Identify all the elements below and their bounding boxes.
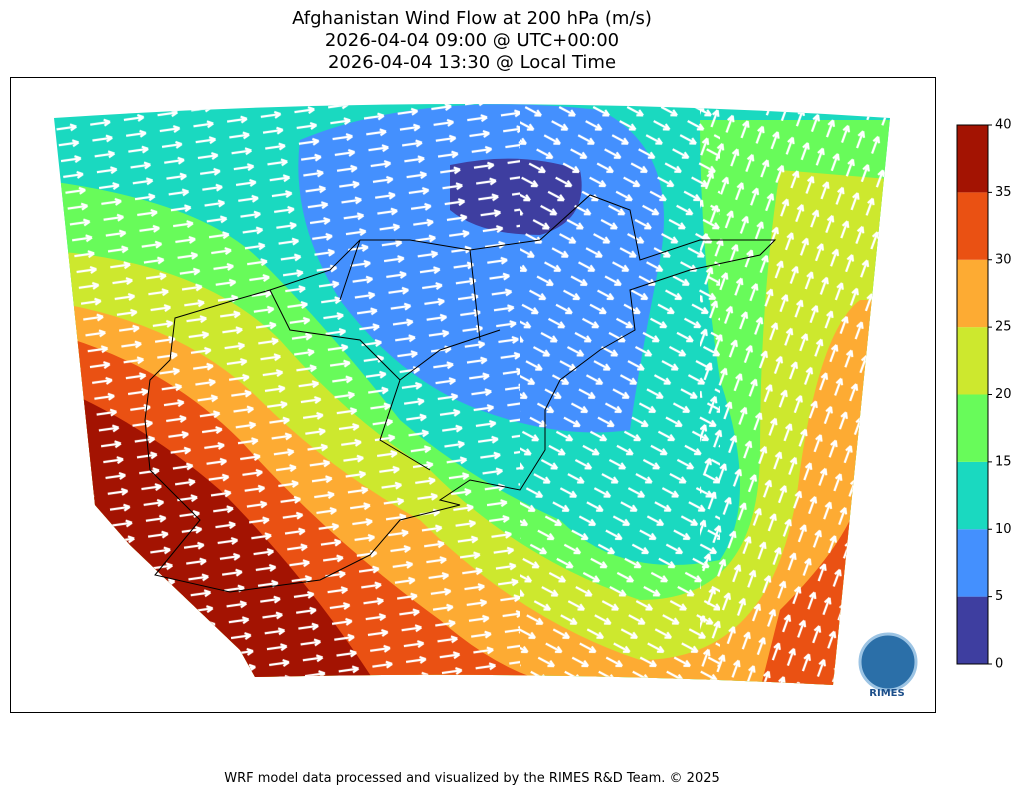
colorbar-segment <box>957 394 988 462</box>
colorbar-tick-label: 0 <box>995 657 1003 672</box>
title-block: Afghanistan Wind Flow at 200 hPa (m/s)20… <box>292 8 652 73</box>
colorbar-tick-label: 30 <box>995 252 1012 267</box>
colorbar-segment <box>957 259 988 328</box>
colorbar-tick-label: 15 <box>995 454 1012 469</box>
colorbar-segment <box>957 529 988 597</box>
colorbar-segment <box>957 461 988 530</box>
wind-map <box>54 104 890 685</box>
map-frame <box>10 77 936 713</box>
colorbar: 0 5 10 15 20 25 30 35 40 <box>956 118 1012 672</box>
logo: RIMES <box>858 632 918 699</box>
footer: WRF model data processed and visualized … <box>224 771 720 786</box>
title-line: 2026-04-04 09:00 @ UTC+00:00 <box>325 30 619 51</box>
colorbar-segment <box>957 327 988 395</box>
colorbar-tick-label: 35 <box>995 185 1012 200</box>
colorbar-tick-label: 40 <box>995 118 1012 133</box>
colorbar-segment <box>957 125 988 193</box>
colorbar-tick-label: 5 <box>995 589 1003 604</box>
logo-text: RIMES <box>869 688 904 699</box>
borders <box>144 194 777 593</box>
colorbar-tick-label: 10 <box>995 522 1012 537</box>
title-line: 2026-04-04 13:30 @ Local Time <box>328 52 616 73</box>
title-line: Afghanistan Wind Flow at 200 hPa (m/s) <box>292 8 652 29</box>
colorbar-segment <box>957 596 988 664</box>
colorbar-tick-label: 20 <box>995 387 1012 402</box>
colorbar-segment <box>957 192 988 260</box>
colorbar-tick-label: 25 <box>995 320 1012 335</box>
